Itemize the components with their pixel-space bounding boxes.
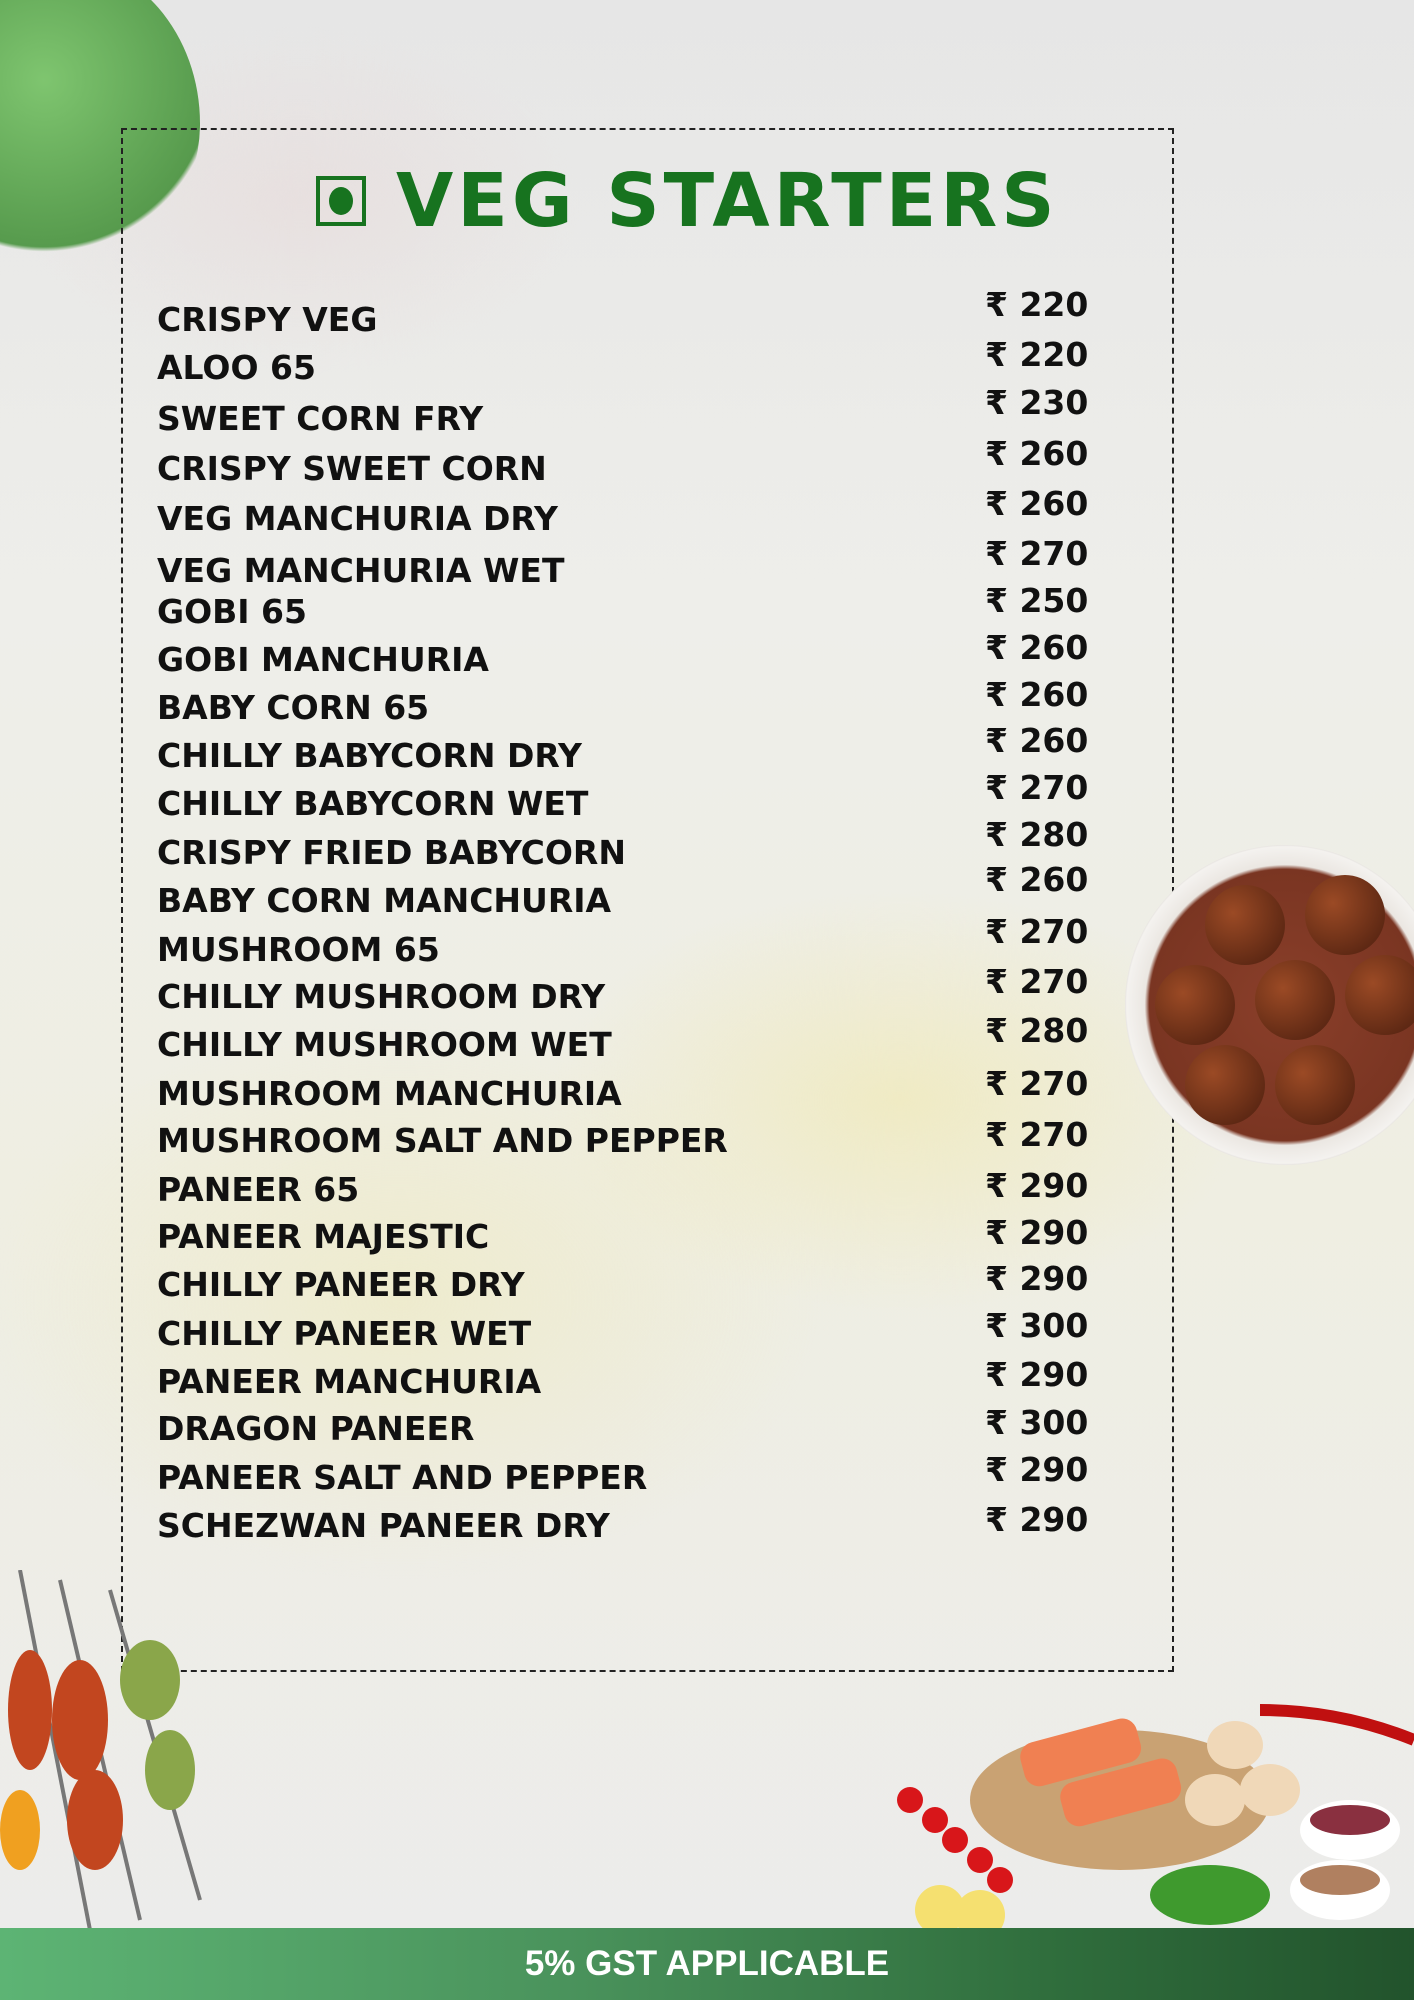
menu-item-price: ₹ 260 <box>985 434 1089 473</box>
menu-item-price: ₹ 280 <box>985 1011 1089 1050</box>
menu-item-price: ₹ 280 <box>985 815 1089 854</box>
vegetables-image <box>897 1704 1414 1930</box>
menu-item-name: PANEER MAJESTIC <box>157 1217 490 1256</box>
menu-item-price: ₹ 270 <box>985 768 1089 807</box>
menu-item-price: ₹ 290 <box>985 1213 1089 1252</box>
menu-item-price: ₹ 300 <box>985 1403 1089 1442</box>
menu-item-name: VEG MANCHURIA WET <box>157 551 565 590</box>
menu-item-name: CHILLY BABYCORN DRY <box>157 736 582 775</box>
menu-item-price: ₹ 230 <box>985 383 1089 422</box>
menu-item-name: MUSHROOM MANCHURIA <box>157 1074 622 1113</box>
menu-item-name: PANEER MANCHURIA <box>157 1362 542 1401</box>
menu-item-price: ₹ 260 <box>985 484 1089 523</box>
menu-item-name: CRISPY SWEET CORN <box>157 449 547 488</box>
gst-footer-banner: 5% GST APPLICABLE <box>0 1928 1414 2000</box>
menu-item-price: ₹ 290 <box>985 1355 1089 1394</box>
menu-item-name: GOBI 65 <box>157 592 307 631</box>
menu-item-price: ₹ 270 <box>985 962 1089 1001</box>
menu-item-price: ₹ 220 <box>985 335 1089 374</box>
menu-item-name: BABY CORN MANCHURIA <box>157 881 612 920</box>
menu-item-name: CHILLY PANEER WET <box>157 1314 532 1353</box>
menu-item-price: ₹ 300 <box>985 1306 1089 1345</box>
menu-item-price: ₹ 220 <box>985 285 1089 324</box>
page-title: VEG STARTERS <box>396 158 1059 244</box>
menu-item-price: ₹ 250 <box>985 581 1089 620</box>
menu-item-price: ₹ 290 <box>985 1259 1089 1298</box>
menu-item-price: ₹ 260 <box>985 675 1089 714</box>
menu-item-name: SWEET CORN FRY <box>157 399 484 438</box>
menu-item-name: ALOO 65 <box>157 348 316 387</box>
menu-item-name: CHILLY BABYCORN WET <box>157 784 589 823</box>
leaf-decoration <box>0 0 200 260</box>
menu-item-name: GOBI MANCHURIA <box>157 640 489 679</box>
menu-item-name: CRISPY VEG <box>157 300 378 339</box>
menu-item-name: DRAGON PANEER <box>157 1409 475 1448</box>
menu-item-price: ₹ 270 <box>985 1115 1089 1154</box>
menu-item-price: ₹ 260 <box>985 628 1089 667</box>
menu-item-name: CHILLY MUSHROOM WET <box>157 1025 612 1064</box>
menu-item-name: BABY CORN 65 <box>157 688 430 727</box>
menu-item-name: SCHEZWAN PANEER DRY <box>157 1506 610 1545</box>
gst-note: 5% GST APPLICABLE <box>524 1944 890 1983</box>
menu-item-price: ₹ 260 <box>985 721 1089 760</box>
menu-item-price: ₹ 290 <box>985 1500 1089 1539</box>
menu-item-name: VEG MANCHURIA DRY <box>157 499 558 538</box>
menu-item-price: ₹ 270 <box>985 1064 1089 1103</box>
menu-item-name: CHILLY PANEER DRY <box>157 1265 525 1304</box>
menu-item-name: MUSHROOM 65 <box>157 930 440 969</box>
menu-item-price: ₹ 290 <box>985 1450 1089 1489</box>
menu-item-name: MUSHROOM SALT AND PEPPER <box>157 1121 728 1160</box>
menu-item-price: ₹ 270 <box>985 912 1089 951</box>
skewers-image <box>0 1570 202 1930</box>
menu-item-price: ₹ 270 <box>985 534 1089 573</box>
menu-item-price: ₹ 290 <box>985 1166 1089 1205</box>
manchurian-bowl-image <box>1125 845 1414 1165</box>
menu-item-name: CRISPY FRIED BABYCORN <box>157 833 626 872</box>
menu-item-name: PANEER 65 <box>157 1170 360 1209</box>
menu-item-name: PANEER SALT AND PEPPER <box>157 1458 648 1497</box>
menu-item-name: CHILLY MUSHROOM DRY <box>157 977 606 1016</box>
section-header: VEG STARTERS <box>316 158 1059 244</box>
menu-item-price: ₹ 260 <box>985 860 1089 899</box>
veg-symbol-icon <box>316 176 366 226</box>
